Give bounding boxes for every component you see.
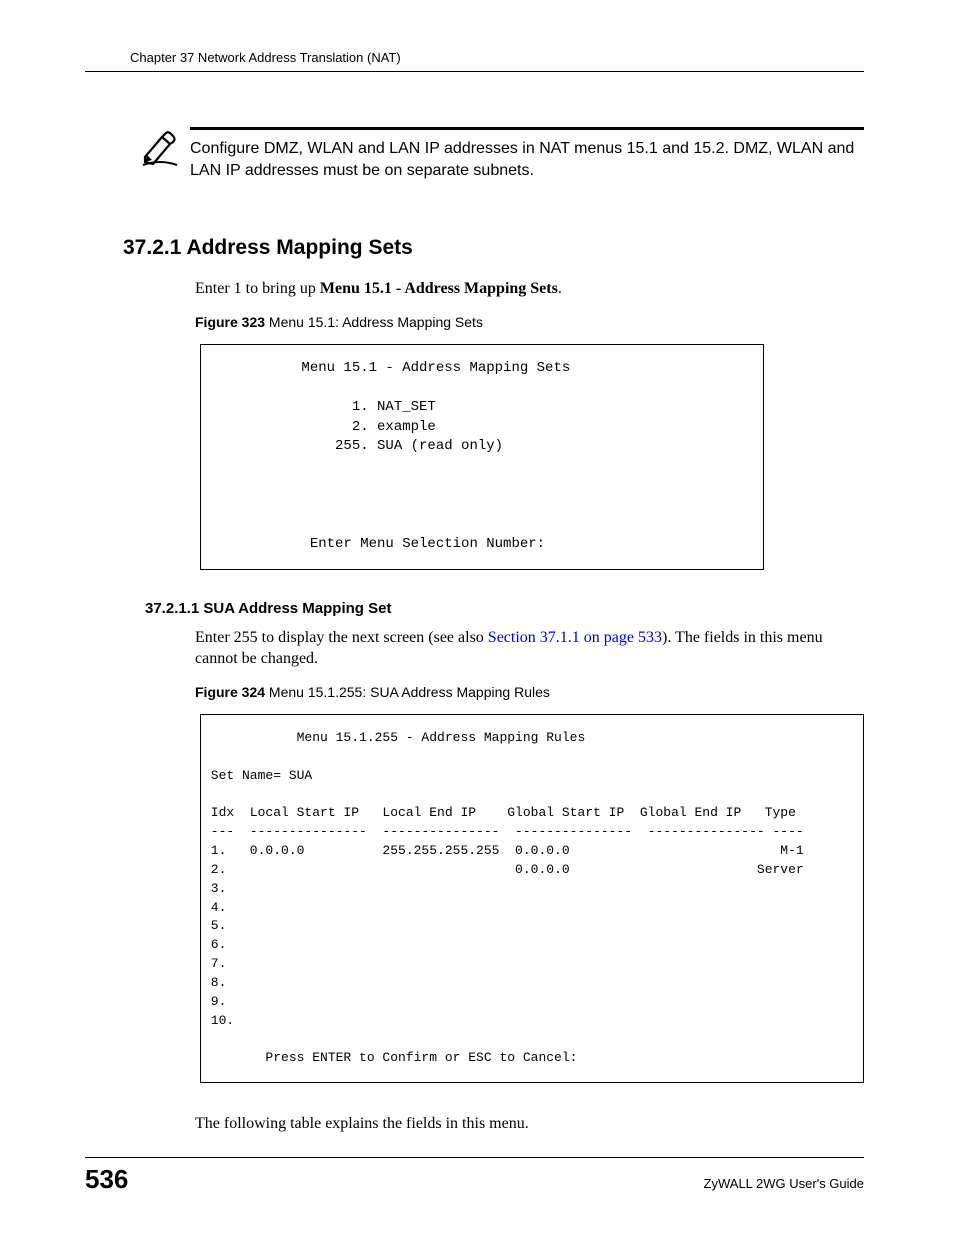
intro-bold: Menu 15.1 - Address Mapping Sets bbox=[320, 280, 558, 297]
running-header: Chapter 37 Network Address Translation (… bbox=[85, 50, 864, 71]
closing-text: The following table explains the fields … bbox=[195, 1113, 864, 1135]
page-number: 536 bbox=[85, 1164, 128, 1195]
section-37211-body: Enter 255 to display the next screen (se… bbox=[195, 627, 864, 670]
note-text: Configure DMZ, WLAN and LAN IP addresses… bbox=[190, 138, 864, 181]
section-heading-3721: 37.2.1 Address Mapping Sets bbox=[123, 236, 864, 260]
pencil-note-icon bbox=[130, 127, 190, 167]
section-heading-37211: 37.2.1.1 SUA Address Mapping Set bbox=[145, 600, 864, 617]
figure-323-title: Menu 15.1: Address Mapping Sets bbox=[265, 314, 483, 330]
figure-323-terminal: Menu 15.1 - Address Mapping Sets 1. NAT_… bbox=[200, 344, 764, 570]
figure-323-caption: Figure 323 Menu 15.1: Address Mapping Se… bbox=[195, 314, 864, 330]
figure-324-terminal: Menu 15.1.255 - Address Mapping Rules Se… bbox=[200, 714, 864, 1083]
figure-324-title: Menu 15.1.255: SUA Address Mapping Rules bbox=[265, 684, 550, 700]
section-3721-intro: Enter 1 to bring up Menu 15.1 - Address … bbox=[195, 278, 864, 300]
figure-324-caption: Figure 324 Menu 15.1.255: SUA Address Ma… bbox=[195, 684, 864, 700]
note-top-rule bbox=[190, 127, 864, 130]
body-prefix: Enter 255 to display the next screen (se… bbox=[195, 629, 488, 646]
figure-323-label: Figure 323 bbox=[195, 314, 265, 330]
intro-suffix: . bbox=[558, 280, 562, 297]
page-footer: 536 ZyWALL 2WG User's Guide bbox=[85, 1157, 864, 1195]
crossref-link[interactable]: Section 37.1.1 on page 533 bbox=[488, 629, 662, 646]
header-rule bbox=[85, 71, 864, 72]
figure-324-label: Figure 324 bbox=[195, 684, 265, 700]
intro-prefix: Enter 1 to bring up bbox=[195, 280, 320, 297]
guide-name: ZyWALL 2WG User's Guide bbox=[704, 1176, 864, 1191]
note-block: Configure DMZ, WLAN and LAN IP addresses… bbox=[130, 127, 864, 181]
